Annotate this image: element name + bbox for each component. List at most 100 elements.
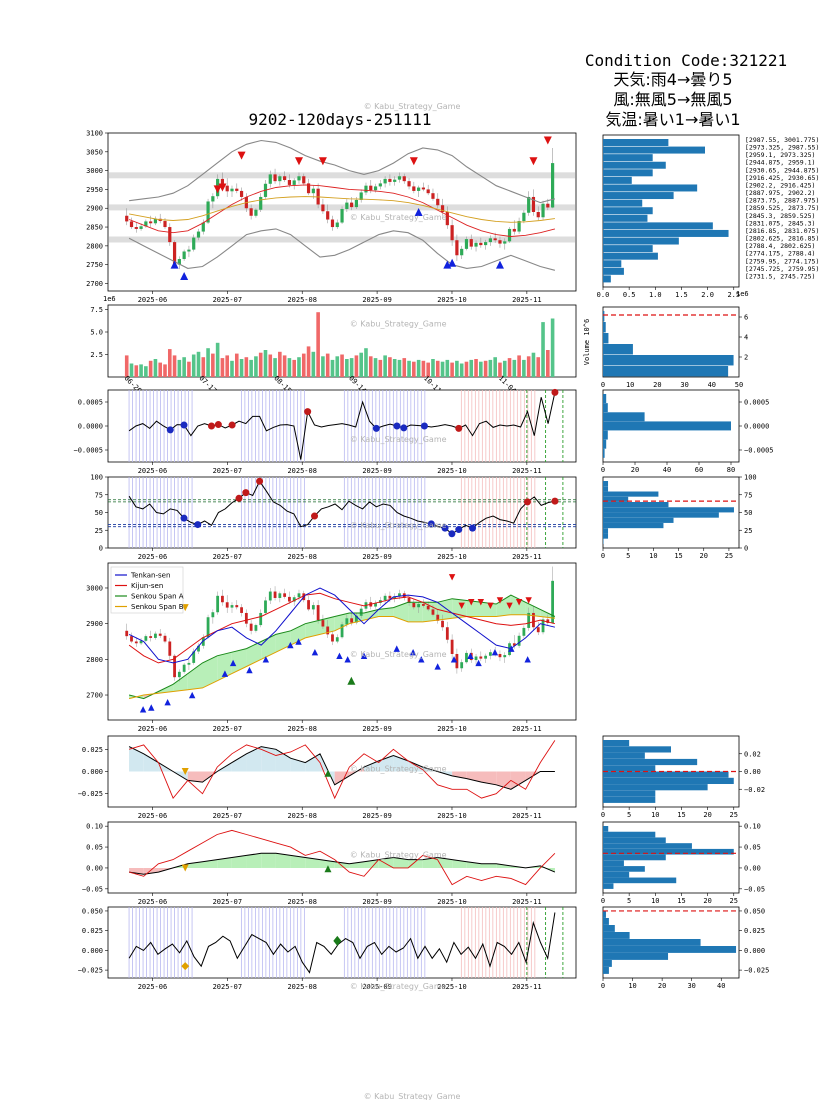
volume-bar xyxy=(148,360,153,377)
candle-body xyxy=(354,199,359,208)
cross-marker xyxy=(333,935,342,946)
candle-body xyxy=(498,240,502,244)
bin-label: [2916.425, 2930.65) xyxy=(745,174,819,182)
x-tick-label: 2025-09 xyxy=(362,725,392,733)
y-tick-label: 0.00 xyxy=(744,768,761,776)
histogram-bar xyxy=(603,871,630,878)
candle-body xyxy=(254,209,258,216)
candle-body xyxy=(412,186,416,191)
volume-bar xyxy=(330,359,335,377)
kumo-cloud xyxy=(246,641,262,667)
candle-body xyxy=(345,202,349,209)
area-fill xyxy=(129,746,144,772)
high-point-marker xyxy=(228,421,236,429)
y-tick-label: 25 xyxy=(744,527,752,535)
sell-signal-marker xyxy=(318,157,327,166)
x-tick-label: 40 xyxy=(708,381,716,389)
bin-label: [2788.4, 2802.625) xyxy=(745,242,815,250)
x-tick-label: 50 xyxy=(735,381,743,389)
buy-signal-marker xyxy=(246,666,253,674)
price-panel: 3100 3050 3000 2950 2900 2850 2800 2750 2700 2025… xyxy=(86,130,577,304)
sell-signal-marker xyxy=(496,597,504,604)
condition-wind: 風:無風5→無風5 xyxy=(613,90,732,109)
y-tick-label: −0.05 xyxy=(744,885,765,893)
volume-bar xyxy=(354,355,359,377)
candle-body xyxy=(383,595,387,601)
area-fill xyxy=(246,853,262,868)
buy-signal-marker xyxy=(434,663,441,670)
indicator-line xyxy=(128,392,556,460)
bollinger-lower xyxy=(128,228,556,271)
volume-bar xyxy=(225,355,230,377)
candle-body xyxy=(335,222,339,228)
histogram-bar xyxy=(603,883,614,889)
low-point-marker xyxy=(372,424,380,432)
buy-signal-marker xyxy=(295,638,302,645)
volume-bar xyxy=(493,357,497,377)
low-point-marker xyxy=(448,530,456,538)
y-tick-label: 0.0005 xyxy=(78,399,103,407)
candle-body xyxy=(522,627,526,636)
bin-label: [2930.65, 2944.875) xyxy=(745,166,819,174)
candle-body xyxy=(541,203,545,218)
y-tick-label: 0.0000 xyxy=(744,423,769,431)
y-tick-label: 7.5 xyxy=(90,306,103,314)
candle-body xyxy=(144,221,148,227)
candle-body xyxy=(517,635,521,646)
volume-bar xyxy=(301,353,306,377)
candle-body xyxy=(364,185,368,193)
buy-signal-marker xyxy=(360,652,368,659)
area-fill xyxy=(246,746,262,772)
histogram-bar xyxy=(603,843,692,849)
histogram-bar xyxy=(603,491,659,497)
candle-body xyxy=(254,625,258,631)
volume-bar xyxy=(507,358,512,377)
histogram-bar xyxy=(603,502,669,508)
x-tick-label: 0 xyxy=(601,466,605,474)
panel-watermark: © Kabu_Strategy_Game xyxy=(350,213,447,222)
buy-signal-marker xyxy=(164,698,171,706)
buy-signal-marker xyxy=(418,656,425,663)
candle-body xyxy=(283,176,287,181)
price-histogram-panel: 0.0 0.5 1.0 1.5 2.0 2.5[2987.55, 3001.775)[29… xyxy=(597,134,819,299)
volume-bar xyxy=(526,356,531,377)
x-tick-label: 1.0 xyxy=(649,291,662,299)
candle-body xyxy=(479,242,483,246)
candle-body xyxy=(225,602,229,608)
candle-body xyxy=(206,201,210,223)
candle-body xyxy=(321,620,325,627)
x-tick-label: 40 xyxy=(717,982,725,990)
kumo-cloud xyxy=(510,595,526,615)
candle-body xyxy=(507,228,512,242)
x-tick-label: 2025-08 xyxy=(287,898,317,906)
candle-body xyxy=(374,602,377,607)
kumo-cloud xyxy=(496,595,511,617)
x-tick-label: 0 xyxy=(601,552,605,560)
candle-body xyxy=(316,605,320,621)
candle-body xyxy=(306,183,311,194)
volume-bar xyxy=(153,359,158,377)
buy-signal-marker xyxy=(180,271,189,280)
cross-marker xyxy=(347,676,356,685)
x-tick-label: 40 xyxy=(663,466,671,474)
watermark-bottom: © Kabu_Strategy_Game xyxy=(364,1092,461,1100)
volume-bar xyxy=(316,312,320,377)
volume-bar xyxy=(522,359,526,377)
volume-bar xyxy=(498,362,502,377)
volume-bar xyxy=(234,353,239,377)
y-tick-label: 0.000 xyxy=(82,947,103,955)
kumo-cloud xyxy=(187,662,203,690)
histogram-bar xyxy=(603,765,656,772)
oscillator-panel: 100 75 50 25 0 2025-06 2025-07 2025-08 2025-09 20… xyxy=(90,474,577,561)
y-tick-label: −0.02 xyxy=(744,786,765,794)
price-level-band xyxy=(109,172,575,179)
x-tick-label: 2025-09 xyxy=(362,553,392,561)
volume-bar xyxy=(311,351,316,377)
candle-body xyxy=(421,187,426,190)
volume-bar xyxy=(388,357,392,377)
sell-signal-marker xyxy=(409,157,418,166)
legend-label: Tenkan-sen xyxy=(130,572,170,580)
y-tick-label: 25 xyxy=(95,527,103,535)
x-tick-label: 25 xyxy=(730,811,738,819)
high-point-marker xyxy=(551,497,559,505)
